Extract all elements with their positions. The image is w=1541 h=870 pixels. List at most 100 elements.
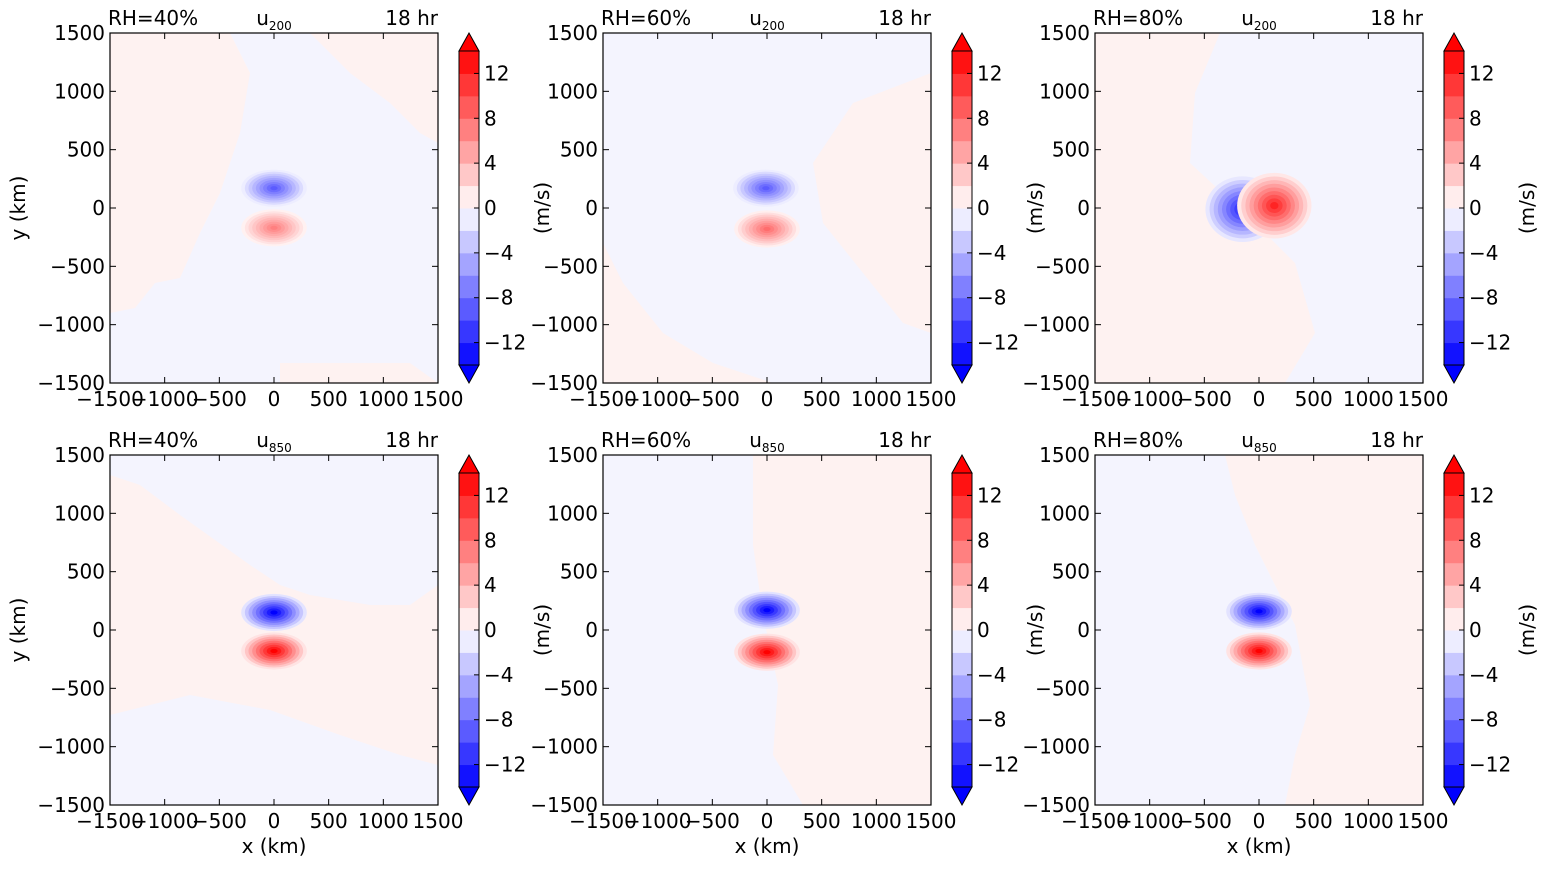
negative-anomaly [1226, 592, 1292, 630]
colorbar-band [952, 495, 972, 519]
y-tick-label: 500 [560, 560, 598, 584]
x-tick-label: −500 [192, 809, 247, 833]
y-tick-label: 0 [585, 196, 598, 220]
colorbar-label: (m/s) [530, 604, 554, 656]
colorbar-label: (m/s) [1023, 182, 1047, 234]
colorbar-extend-min [1443, 364, 1465, 385]
x-tick-label: −1500 [76, 809, 144, 833]
y-tick-label: −1000 [1022, 313, 1090, 337]
y-tick-label: 500 [1052, 560, 1090, 584]
panel-variable-label: u200 [1241, 6, 1277, 33]
colorbar-band [459, 342, 479, 366]
x-tick-label: −500 [1177, 387, 1232, 411]
colorbar-band [952, 473, 972, 496]
y-tick-label: 1500 [1039, 21, 1090, 45]
panel-time-label: 18 hr [385, 428, 438, 452]
colorbar-tick-label: −12 [977, 753, 1019, 777]
colorbar-band [459, 297, 479, 321]
colorbar-tick-label: −4 [1469, 663, 1498, 687]
colorbar-band [459, 674, 479, 698]
colorbar-tick-label: −12 [977, 331, 1019, 355]
colorbar-extend-max [458, 31, 480, 52]
y-tick-label: −1000 [37, 313, 105, 337]
y-tick-label: −1000 [530, 735, 598, 759]
colorbar-band [1444, 674, 1464, 698]
x-tick-label: 500 [803, 387, 841, 411]
x-tick-label: 1500 [413, 387, 464, 411]
colorbar-band [459, 540, 479, 564]
background-region [753, 455, 931, 805]
colorbar-tick-label: −12 [484, 753, 526, 777]
x-tick-label: 1000 [358, 387, 409, 411]
colorbar-band [1444, 275, 1464, 299]
colorbar-tick-label: 12 [1469, 483, 1494, 507]
colorbar-band [459, 208, 479, 231]
background-region [1095, 33, 1315, 383]
panel-variable-label: u850 [256, 428, 292, 455]
panel-time-label: 18 hr [878, 428, 931, 452]
features [1205, 172, 1312, 242]
colorbar-band [459, 252, 479, 276]
colorbar-extend-min [458, 786, 480, 807]
contour-band [762, 186, 770, 191]
y-axis-label: y (km) [6, 176, 30, 241]
background-regions [110, 33, 438, 383]
background-region [280, 363, 438, 383]
colorbar-band [952, 585, 972, 609]
contour-band [270, 610, 278, 615]
colorbar: 12 8 4 0 −12 −8 −4 (m/s) [1443, 453, 1539, 807]
colorbar-band [1444, 73, 1464, 97]
panel-rh-label: RH=80% [1093, 428, 1183, 452]
x-tick-label: −1000 [131, 387, 199, 411]
colorbar-band [952, 252, 972, 276]
y-tick-label: 1500 [547, 443, 598, 467]
x-tick-label: −500 [685, 809, 740, 833]
y-tick-label: 1500 [1039, 443, 1090, 467]
colorbar-band [952, 73, 972, 97]
positive-anomaly [1237, 172, 1312, 239]
colorbar-band [1444, 95, 1464, 119]
x-tick-label: 500 [803, 809, 841, 833]
contour-band [1255, 648, 1263, 654]
negative-anomaly [241, 169, 307, 207]
colorbar-tick-label: 4 [484, 151, 497, 175]
colorbar-tick-label: 4 [1469, 151, 1482, 175]
colorbar-band [1444, 118, 1464, 142]
x-tick-label: 1000 [851, 387, 902, 411]
y-tick-label: −500 [1035, 676, 1090, 700]
y-tick-label: −500 [1035, 254, 1090, 278]
colorbar-band [1444, 320, 1464, 344]
features [241, 169, 307, 247]
colorbar-band [1444, 230, 1464, 254]
colorbar-band [952, 118, 972, 142]
colorbar-band [952, 630, 972, 653]
colorbar-tick-label: 8 [1469, 528, 1482, 552]
y-tick-label: 0 [1077, 196, 1090, 220]
colorbar-tick-label: 12 [484, 483, 509, 507]
x-tick-label: −1000 [1116, 809, 1184, 833]
colorbar-band [952, 719, 972, 743]
colorbar: 12 8 4 0 −12 −8 −4 (m/s) [458, 453, 554, 807]
colorbar-band [459, 275, 479, 299]
background-region [110, 455, 438, 605]
x-tick-label: 0 [1253, 387, 1266, 411]
colorbar-label: (m/s) [530, 182, 554, 234]
colorbar-tick-label: −8 [1469, 286, 1498, 310]
x-tick-label: −1500 [76, 387, 144, 411]
colorbar-band [459, 764, 479, 788]
colorbar-band [1444, 764, 1464, 788]
colorbar-band [459, 185, 479, 209]
positive-anomaly [734, 633, 800, 671]
colorbar-band [1444, 630, 1464, 653]
x-tick-label: −1500 [1061, 809, 1129, 833]
colorbar-tick-label: 8 [484, 106, 497, 130]
y-tick-label: −500 [543, 254, 598, 278]
colorbar-band [1444, 697, 1464, 721]
colorbar-band [459, 95, 479, 119]
panel-rh-label: RH=40% [108, 428, 198, 452]
panel-rh-label: RH=80% [1093, 6, 1183, 30]
colorbar-band [952, 140, 972, 164]
colorbar-band [1444, 652, 1464, 676]
background-regions [110, 455, 438, 805]
background-regions [1225, 455, 1423, 805]
